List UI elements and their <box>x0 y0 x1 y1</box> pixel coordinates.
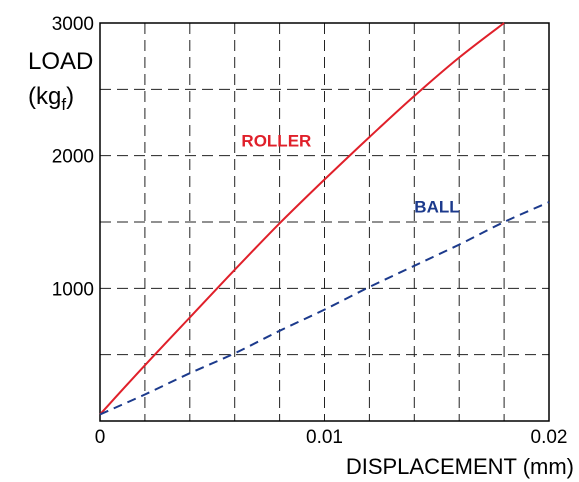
series-annotations: ROLLER BALL <box>241 131 459 216</box>
series-line-roller <box>99 22 505 416</box>
x-tick-label: 0.01 <box>306 427 343 448</box>
x-tick-label: 0 <box>95 427 106 448</box>
grid <box>100 23 549 421</box>
y-tick-label: 1000 <box>52 279 94 300</box>
y-tick-label: 3000 <box>52 14 94 35</box>
series-label-roller: ROLLER <box>241 131 311 150</box>
y-axis-label-line1: LOAD <box>28 48 93 75</box>
x-axis-label: DISPLACEMENT (mm) <box>346 454 574 479</box>
y-axis-label-line2: (kgf) <box>28 83 74 114</box>
series-layer <box>99 22 550 416</box>
y-tick-label: 2000 <box>52 147 94 168</box>
series-label-ball: BALL <box>414 198 459 217</box>
tick-labels: 0 0.01 0.02 1000 2000 3000 <box>52 14 568 448</box>
plot-frame <box>99 22 550 422</box>
x-tick-label: 0.02 <box>531 427 568 448</box>
series-line-ball <box>99 201 550 416</box>
